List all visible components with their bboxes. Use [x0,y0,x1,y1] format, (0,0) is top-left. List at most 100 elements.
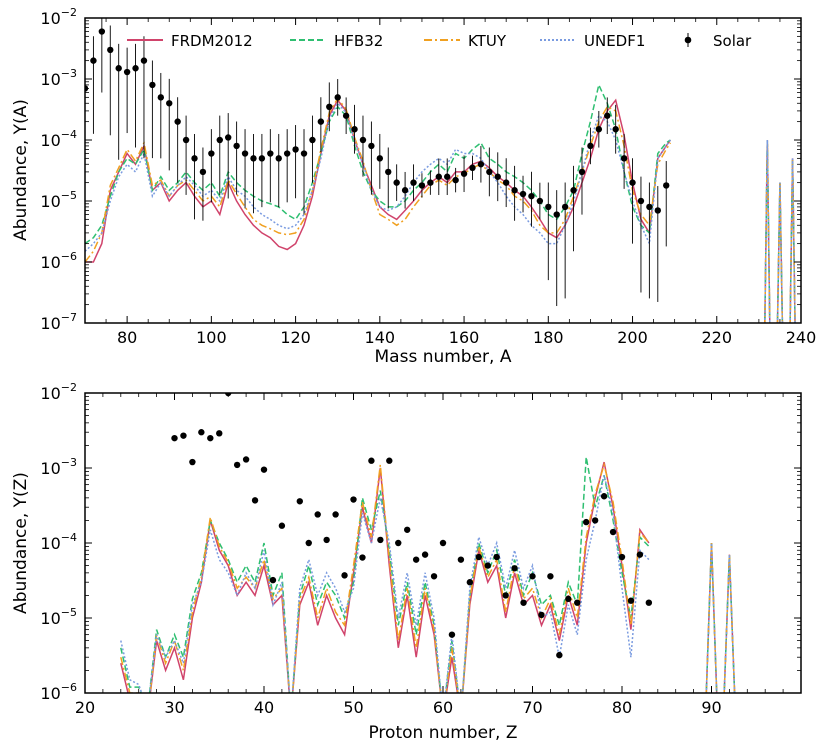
solar-point [427,179,434,186]
solar-point [395,539,402,547]
solar-point [189,458,196,466]
x-tick-label: 120 [280,328,311,347]
x-tick-label: 90 [701,698,721,717]
solar-point [368,142,375,150]
plot-frame [84,17,802,324]
solar-point [663,182,670,189]
x-tick-label: 160 [449,328,480,347]
solar-point [574,599,581,606]
x-tick-label: 30 [164,698,184,717]
solar-point [600,493,608,500]
x-axis-label: Mass number, A [375,347,512,367]
solar-point [269,576,277,584]
solar-point [233,142,240,150]
solar-point [317,118,325,125]
y-tick-label: 10−2 [40,6,77,28]
solar-point [430,573,438,580]
y-tick-label: 10−6 [40,250,77,272]
solar-point [646,203,653,211]
solar-point [198,429,205,436]
series-lines [120,456,736,693]
solar-point [645,599,653,606]
legend-item-hfb32: HFB32 [290,32,383,50]
solar-point [376,155,384,162]
solar-point [654,207,661,214]
solar-point [629,179,636,186]
solar-point [275,155,282,162]
solar-point [278,522,286,529]
solar-point [350,496,357,503]
solar-point [547,573,554,580]
solar-point [612,126,619,133]
solar-point [292,146,299,153]
solar-point [620,155,628,162]
solar-point [636,551,644,558]
series-line-unedf1 [120,475,650,693]
x-tick-label: 70 [522,698,542,717]
solar-point [410,179,417,186]
x-tick-label: 60 [433,698,453,717]
series-spike [776,182,784,323]
series-lines [85,82,796,323]
series-line-frdm2012 [85,98,672,263]
series-line-ktuy [120,462,650,693]
solar-point [191,155,198,162]
solar-point [556,651,563,659]
axes: 20 30 40 50 60 70 80 90 10−6 10−5 10−4 10−3 10−2 [40,381,802,717]
solar-point [149,81,156,89]
solar-point [314,511,321,518]
y-axis-label: Abundance, Y(Z) [11,472,31,614]
legend-label: HFB32 [334,32,383,50]
solar-point [323,536,330,544]
solar-point [412,556,420,563]
solar-point [341,572,348,579]
x-tick-label: 80 [117,328,137,347]
solar-point [609,528,617,536]
solar-point [140,57,148,64]
solar-point [511,187,518,194]
y-tick-label: 10−2 [40,381,77,403]
y-tick-label: 10−6 [40,681,77,703]
solar-point [469,164,476,172]
y-tick-label: 10−4 [40,128,77,150]
solar-point [618,553,626,561]
series-line-hfb32 [85,82,671,245]
series-spike [723,554,736,693]
solar-point [258,155,266,162]
solar-point [477,161,485,168]
solar-point [377,536,384,544]
solar-point [439,539,447,547]
solar-point [418,182,426,189]
y-tick-label: 10−7 [40,311,77,333]
y-tick-label: 10−3 [40,456,77,478]
series-spike [764,139,771,323]
x-tick-label: 50 [343,698,363,717]
solar-point [368,457,375,464]
solar-point [529,573,536,580]
solar-point [538,611,545,619]
solar-point [452,176,459,184]
solar-point [216,136,223,144]
solar-point [578,168,586,176]
solar-point [251,497,259,504]
x-axis-label: Proton number, Z [368,723,517,743]
solar-point [225,134,232,141]
solar-point [528,192,535,200]
solar-point [326,103,333,111]
series-spike [789,158,796,323]
solar-point [351,126,358,133]
solar-point [475,553,482,561]
solar-point [182,136,190,144]
solar-point [385,168,392,176]
solar-point [359,554,366,561]
solar-point [267,150,274,157]
solar-point [494,173,501,180]
x-tick-label: 180 [533,328,564,347]
solar-point [242,456,250,463]
solar-point [511,565,518,572]
legend-marker [684,36,692,44]
solar-point [460,170,468,177]
solar-point [296,498,303,505]
solar-points [85,18,670,307]
solar-point [484,562,491,569]
